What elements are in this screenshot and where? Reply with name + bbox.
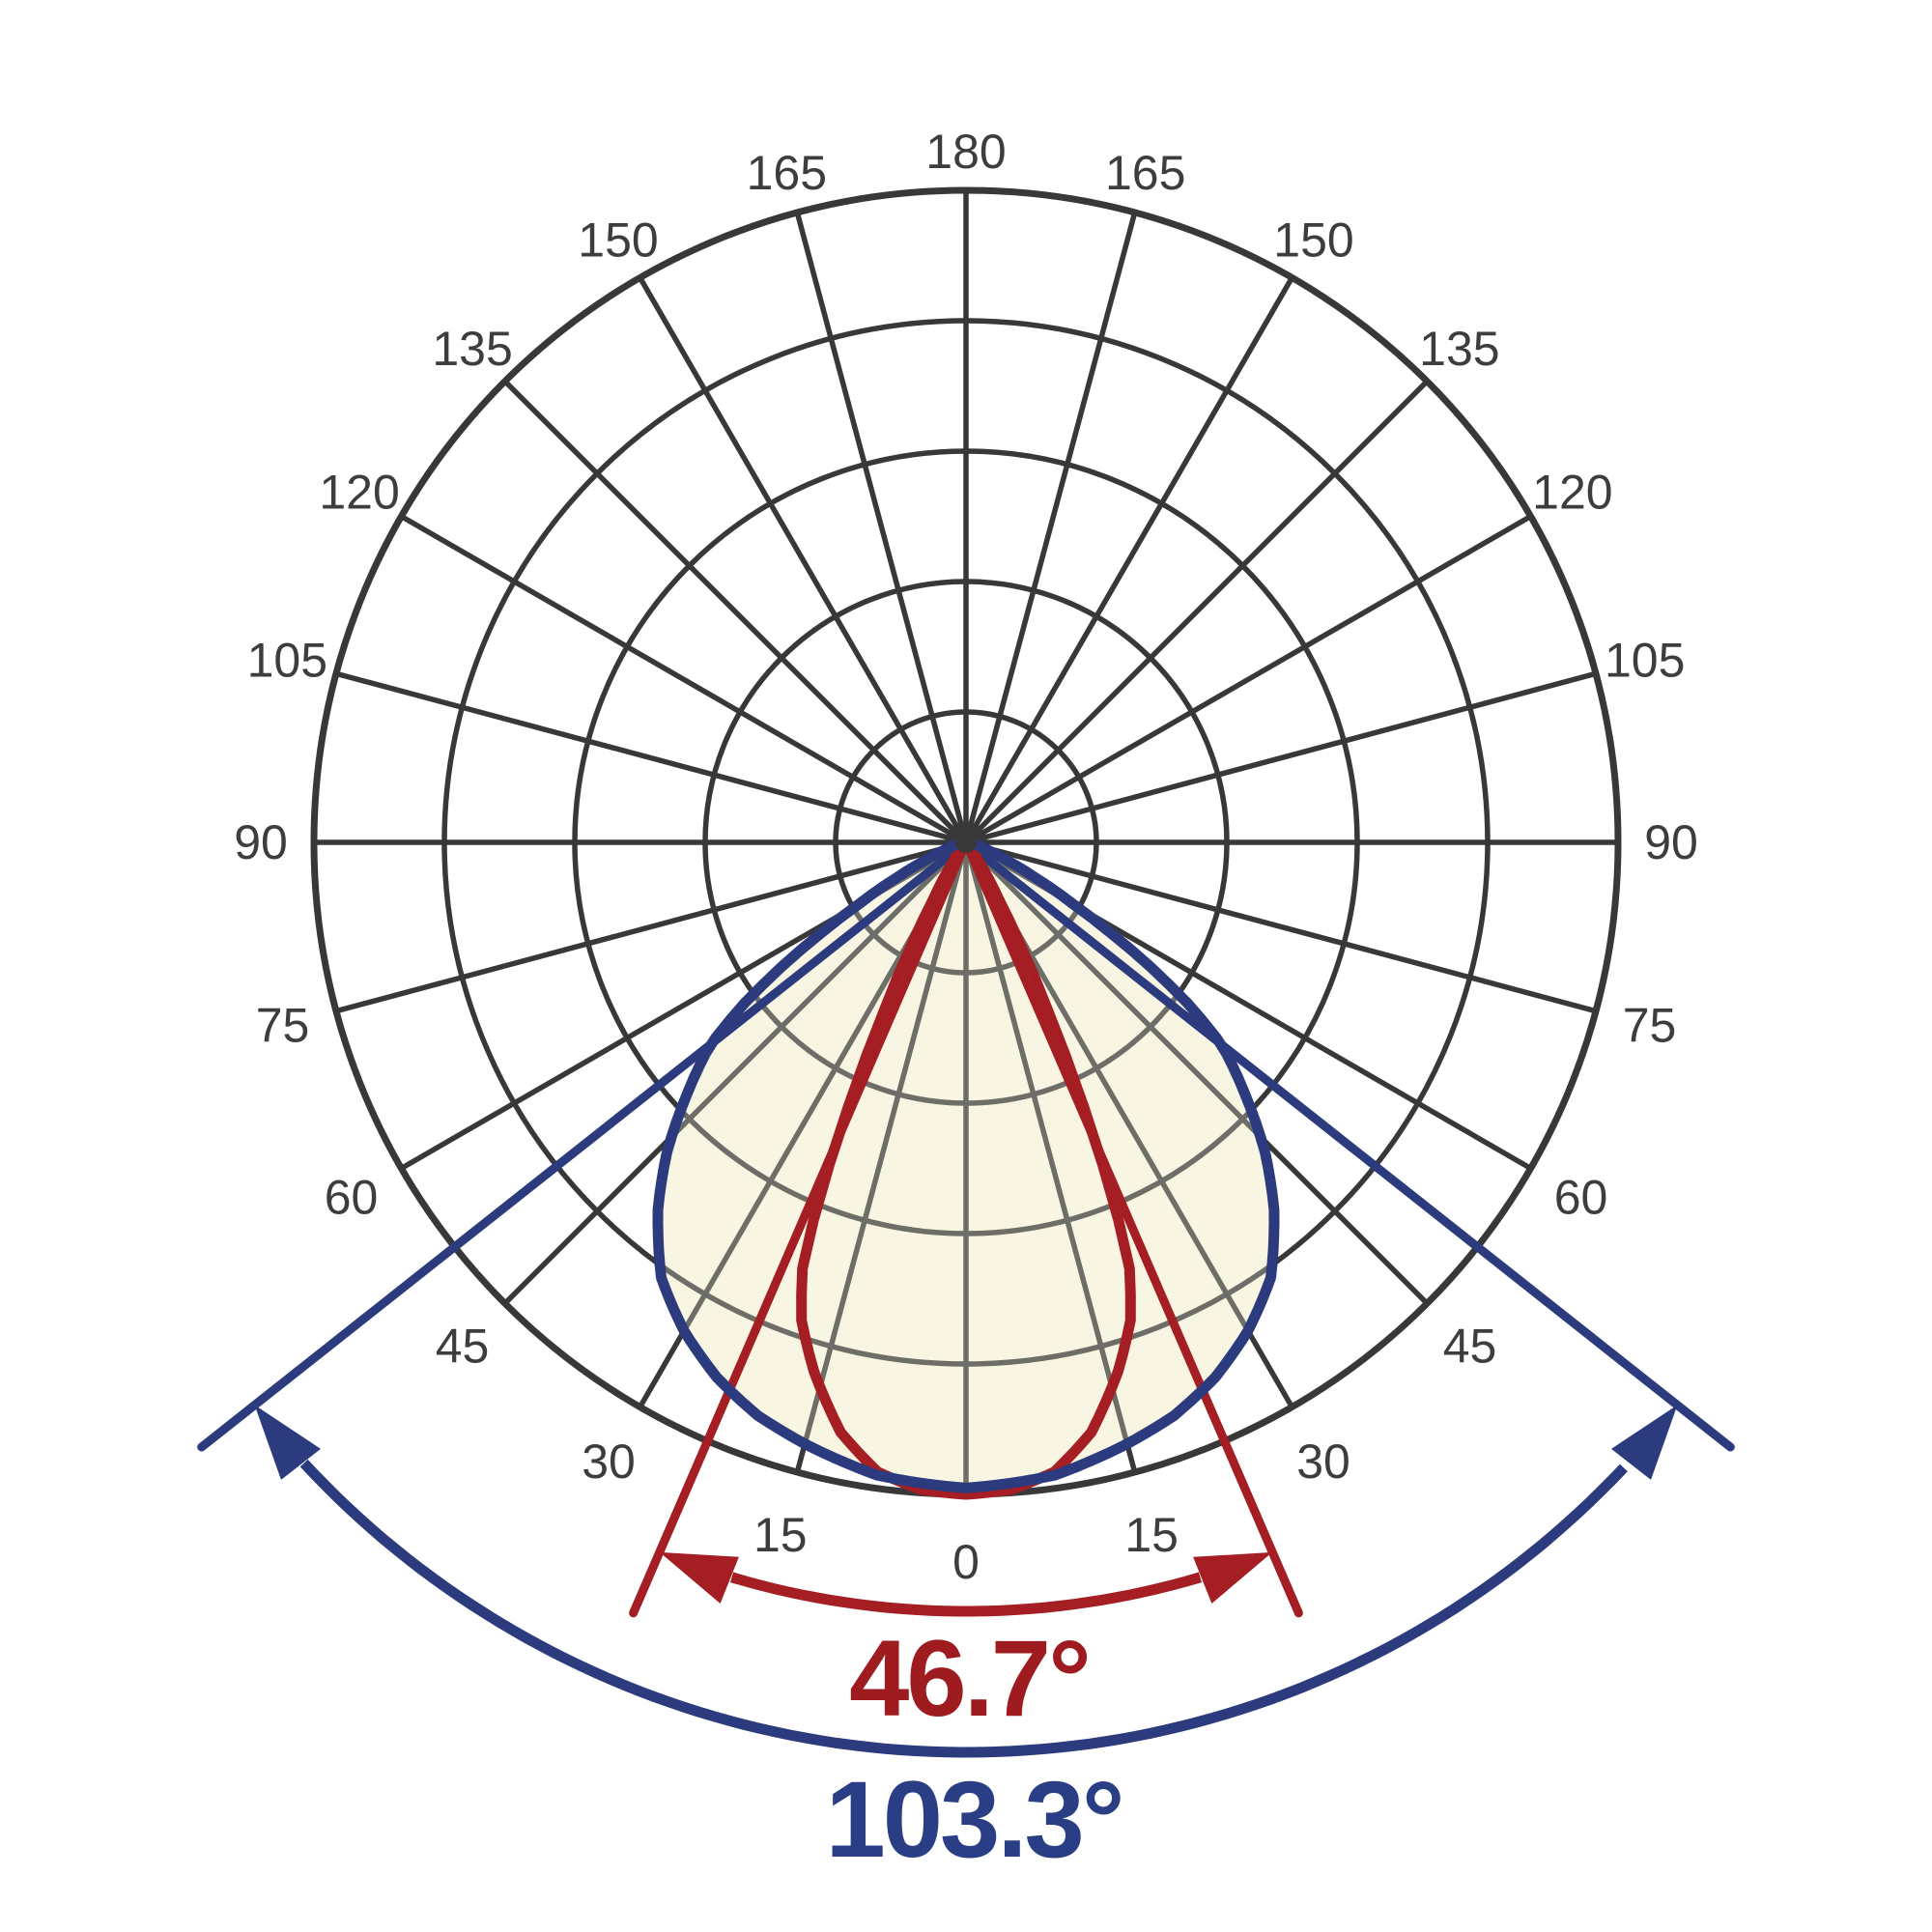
angle-tick-120-right: 120 [1532, 466, 1612, 520]
beam-angle-arc-wide-beam-curve [299, 1459, 1628, 1758]
half-beam-line-wide-beam-curve [197, 838, 971, 1452]
center-point [955, 832, 977, 853]
angle-tick-105-right: 105 [1605, 634, 1685, 688]
angle-tick-45-right: 45 [1443, 1320, 1497, 1374]
arrowhead-narrow-beam-curve-right [1193, 1551, 1273, 1604]
half-beam-line-narrow-beam-curve [629, 838, 971, 1618]
beam-angle-arc-narrow-beam-curve [729, 1572, 1203, 1617]
angle-tick-30-right: 30 [1296, 1435, 1350, 1489]
half-beam-line-wide-beam-curve [961, 838, 1735, 1452]
angle-tick-labels: 0 15 15 30 30 45 45 60 60 75 75 90 90 105 105 120 120 135… [234, 125, 1698, 1589]
angle-tick-105-left: 105 [247, 634, 327, 688]
angle-tick-165-left: 165 [747, 146, 827, 200]
angle-tick-180-right: 180 [925, 125, 1006, 179]
wide-beam-angle-label: 103.3° [825, 1759, 1124, 1880]
arrowhead-narrow-beam-curve-left [659, 1551, 739, 1604]
angle-tick-15-left: 15 [753, 1508, 808, 1562]
angle-tick-150-left: 150 [578, 213, 658, 268]
angle-tick-165-right: 165 [1105, 146, 1185, 200]
angle-tick-135-right: 135 [1419, 322, 1499, 376]
angle-tick-60-right: 60 [1554, 1171, 1608, 1225]
arrowhead-wide-beam-curve-left [254, 1405, 321, 1480]
angle-tick-75-right: 75 [1623, 999, 1677, 1053]
half-beam-line-narrow-beam-curve [961, 838, 1303, 1618]
angle-tick-0-right: 0 [952, 1535, 980, 1589]
angle-tick-90-right: 90 [1644, 815, 1698, 869]
angle-tick-45-left: 45 [436, 1320, 490, 1374]
angle-tick-120-left: 120 [319, 466, 399, 520]
arrowhead-wide-beam-curve-right [1611, 1405, 1678, 1480]
angle-tick-60-left: 60 [325, 1171, 379, 1225]
angle-tick-90-left: 90 [234, 815, 288, 869]
angle-tick-135-left: 135 [432, 322, 512, 376]
angle-tick-15-right: 15 [1124, 1508, 1179, 1562]
angle-tick-30-left: 30 [582, 1435, 636, 1489]
angle-tick-75-left: 75 [256, 999, 310, 1053]
wide-beam-curve [652, 837, 1280, 1493]
narrow-beam-angle-label: 46.7° [849, 1618, 1092, 1739]
angle-tick-150-right: 150 [1273, 213, 1353, 268]
